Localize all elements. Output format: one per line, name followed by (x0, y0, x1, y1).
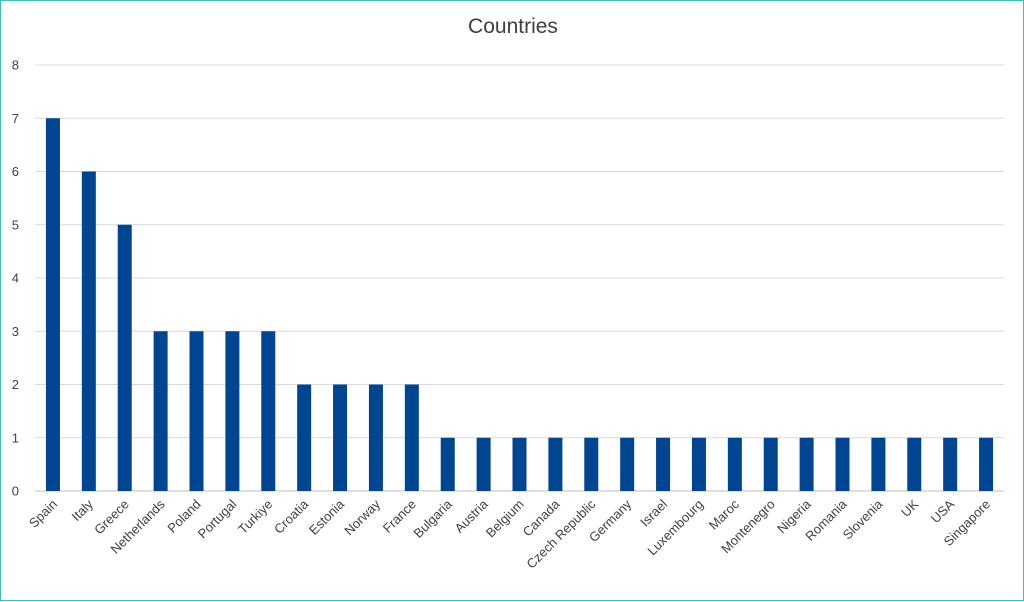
x-tick-label: Bulgaria (411, 496, 456, 541)
bars (45, 118, 994, 491)
y-tick-label: 7 (12, 111, 19, 126)
chart-title: Countries (468, 15, 558, 38)
bar-austria (476, 437, 491, 491)
bar-canada (548, 437, 563, 491)
bar-belgium (512, 437, 527, 491)
x-tick-label: Portugal (195, 496, 240, 541)
y-tick-label: 5 (12, 217, 19, 232)
y-tick-label: 1 (12, 430, 19, 445)
bar-singapore (979, 437, 994, 491)
y-tick-label: 2 (12, 377, 19, 392)
bar-czech-republic (584, 437, 599, 491)
bar-croatia (297, 384, 312, 491)
bar-romania (835, 437, 850, 491)
y-tick-label: 6 (12, 164, 19, 179)
y-tick-label: 0 (12, 484, 19, 499)
bar-nigeria (799, 437, 814, 491)
bar-germany (620, 437, 635, 491)
x-tick-label: Estonia (306, 496, 348, 538)
bar-norway (368, 384, 383, 491)
x-tick-label: Israel (637, 496, 670, 529)
x-tick-label: Turkiye (235, 497, 275, 537)
bar-greece (117, 224, 132, 491)
y-axis-ticks: 0 1 2 3 4 5 6 7 8 (12, 58, 19, 499)
bar-bulgaria (440, 437, 455, 491)
bar-poland (189, 331, 204, 491)
x-tick-label: USA (928, 496, 958, 526)
x-tick-label: Slovenia (840, 496, 886, 542)
x-tick-label: UK (898, 496, 922, 520)
x-tick-label: Italy (68, 496, 96, 524)
bar-portugal (225, 331, 240, 491)
bar-turkiye (261, 331, 276, 491)
bar-slovenia (871, 437, 886, 491)
x-tick-label: Norway (341, 496, 383, 538)
bar-estonia (333, 384, 348, 491)
bar-france (404, 384, 419, 491)
x-tick-label: Croatia (271, 496, 312, 537)
y-tick-label: 4 (12, 271, 19, 286)
x-tick-label: Spain (26, 497, 60, 531)
bar-maroc (727, 437, 742, 491)
bar-italy (81, 171, 96, 491)
gridlines (35, 64, 1004, 492)
y-tick-label: 8 (12, 58, 19, 73)
bar-usa (943, 437, 958, 491)
x-axis-ticks: Spain ItalyGreeceNetherlandsPolandPortuga… (26, 496, 993, 572)
bar-uk (907, 437, 922, 491)
bar-spain (45, 118, 60, 491)
y-tick-label: 3 (12, 324, 19, 339)
bar-luxembourg (691, 437, 706, 491)
bar-montenegro (763, 437, 778, 491)
bar-netherlands (153, 331, 168, 491)
bar-israel (656, 437, 671, 491)
x-tick-label: Belgium (483, 497, 527, 541)
